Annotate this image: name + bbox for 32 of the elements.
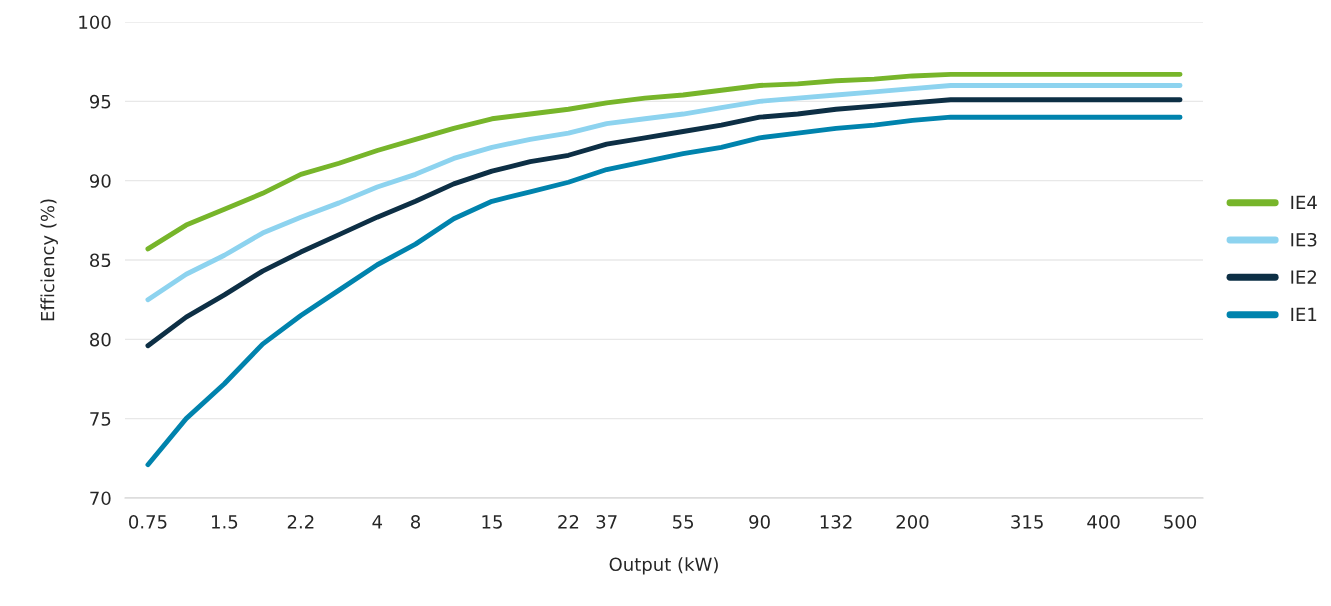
x-tick-label: 400	[1087, 514, 1120, 529]
x-tick-label: 315	[1011, 514, 1043, 529]
line-series	[145, 97, 1183, 349]
legend-label: IE3	[1291, 232, 1317, 247]
x-tick-label: 8	[411, 514, 421, 529]
legend-label: IE1	[1291, 307, 1317, 321]
x-axis-title: Output (kW)	[609, 557, 718, 575]
x-tick-label: 55	[673, 515, 694, 529]
x-tick-label: 2.2	[287, 514, 314, 529]
x-tick-label: 4	[372, 515, 383, 529]
x-tick-label: 500	[1164, 514, 1197, 529]
line-series	[145, 114, 1183, 468]
y-tick-label: 75	[90, 412, 111, 426]
legend-label: IE4	[1291, 195, 1317, 209]
y-tick-label: 80	[90, 332, 111, 347]
y-tick-label: 85	[90, 253, 111, 268]
y-tick-label: 95	[89, 94, 111, 109]
line-series	[145, 83, 1183, 303]
x-tick-label: 132	[820, 514, 852, 529]
x-tick-label: 37	[596, 514, 617, 529]
legend-label: IE2	[1291, 270, 1317, 284]
y-tick-label: 90	[89, 174, 111, 188]
x-tick-label: 1.5	[212, 515, 238, 529]
x-tick-label: 200	[896, 514, 929, 529]
x-tick-label: 22	[558, 514, 579, 529]
x-tick-label: 15	[482, 515, 502, 529]
y-tick-label: 70	[90, 491, 111, 506]
y-axis-title: Efficiency (%)	[40, 199, 58, 321]
x-tick-label: 90	[749, 514, 770, 529]
line-series	[145, 71, 1183, 252]
y-tick-label: 100	[79, 15, 111, 30]
x-tick-label: 0.75	[129, 514, 167, 529]
